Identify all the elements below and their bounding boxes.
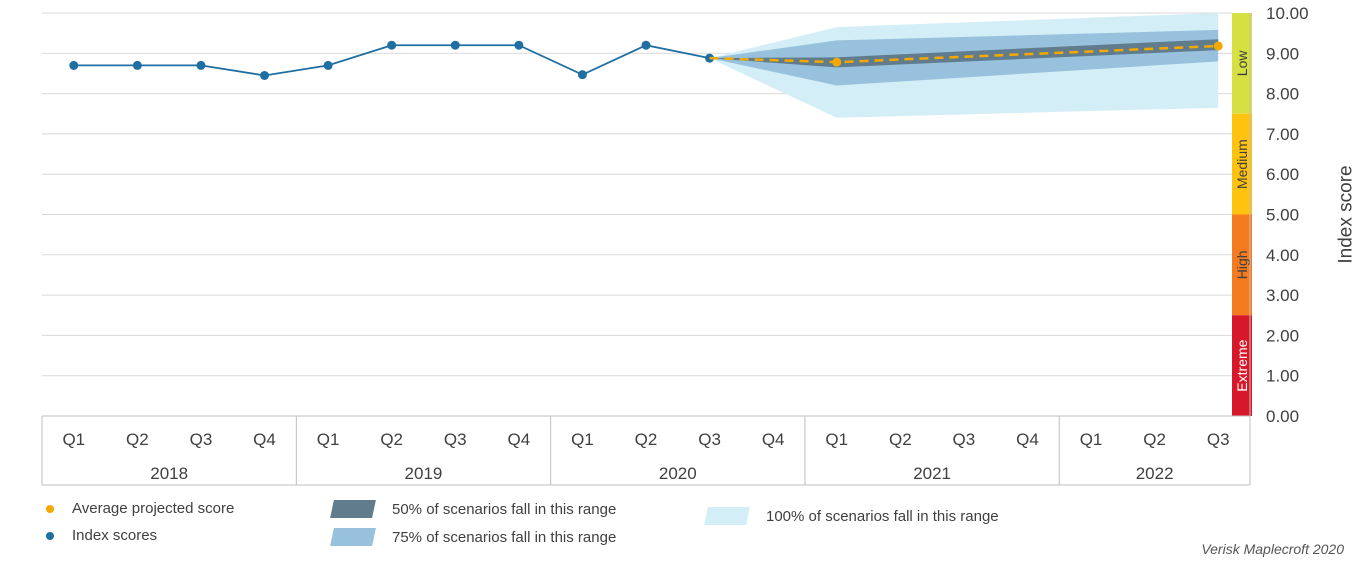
x-tick-quarter: Q2 — [380, 430, 403, 449]
y-axis-title: Index score — [1336, 165, 1357, 263]
legend-range-100-label: 100% of scenarios fall in this range — [766, 507, 999, 525]
x-tick-quarter: Q2 — [126, 430, 149, 449]
risk-band-high — [1232, 214, 1252, 316]
x-tick-year: 2020 — [659, 464, 697, 483]
index-score-point — [641, 40, 651, 50]
legend-swatch-75-icon — [330, 528, 376, 546]
projected-score-point — [832, 57, 842, 67]
legend-average-projected: Average projected score — [46, 500, 234, 517]
x-tick-year: 2021 — [913, 464, 951, 483]
source-credit: Verisk Maplecroft 2020 — [1201, 541, 1344, 557]
y-tick-label: 7.00 — [1266, 125, 1299, 144]
index-score-point — [450, 40, 460, 50]
x-tick-quarter: Q1 — [62, 430, 85, 449]
legend-orange-dot-icon — [46, 504, 54, 513]
index-score-point — [260, 70, 270, 80]
x-tick-quarter: Q4 — [762, 430, 785, 449]
y-tick-label: 0.00 — [1266, 407, 1299, 426]
risk-band-extreme — [1232, 315, 1252, 416]
x-tick-year: 2019 — [405, 464, 443, 483]
x-tick-year: 2018 — [150, 464, 188, 483]
index-score-point — [387, 40, 397, 50]
risk-band-label: Medium — [1234, 139, 1250, 189]
x-tick-quarter: Q2 — [635, 430, 658, 449]
index-score-point — [69, 60, 79, 70]
legend-swatch-100-icon — [704, 507, 750, 525]
x-tick-quarter: Q3 — [953, 430, 976, 449]
index-score-chart: 0.00 1.00 2.00 3.00 4.00 5.00 6.00 7.00 8.00 9.00… — [41, 4, 1357, 486]
risk-band-medium — [1232, 113, 1252, 215]
risk-band-low — [1232, 13, 1252, 114]
x-tick-quarter: Q2 — [1143, 430, 1166, 449]
legend-blue-dot-icon — [46, 531, 54, 540]
x-tick-quarter: Q3 — [444, 430, 467, 449]
x-tick-quarter: Q4 — [507, 430, 530, 449]
legend-average-label: Average projected score — [72, 500, 235, 517]
index-score-point — [323, 60, 333, 70]
x-tick-quarter: Q1 — [571, 430, 594, 449]
y-tick-label: 1.00 — [1266, 367, 1299, 386]
x-tick-quarter: Q3 — [190, 430, 213, 449]
y-tick-label: 4.00 — [1266, 246, 1299, 265]
x-tick-quarter: Q4 — [1016, 430, 1039, 449]
x-tick-quarter: Q3 — [1207, 430, 1230, 449]
x-tick-year: 2022 — [1136, 464, 1174, 483]
y-tick-label: 9.00 — [1266, 44, 1299, 63]
x-tick-quarter: Q4 — [253, 430, 276, 449]
legend-swatch-50-icon — [330, 500, 376, 518]
y-tick-label: 8.00 — [1266, 85, 1299, 104]
x-tick-quarter: Q2 — [889, 430, 912, 449]
index-score-point — [132, 60, 142, 70]
index-score-line — [73, 44, 710, 77]
legend-index-scores: Index scores — [46, 527, 157, 544]
x-tick-quarter: Q3 — [698, 430, 721, 449]
legend-range-100: 100% of scenarios fall in this range — [704, 507, 999, 525]
legend-index-label: Index scores — [72, 527, 158, 544]
y-tick-label: 10.00 — [1266, 4, 1309, 23]
legend-range-75: 75% of scenarios fall in this range — [330, 528, 617, 546]
y-tick-label: 2.00 — [1266, 326, 1299, 345]
index-score-point — [577, 70, 587, 80]
index-score-point — [514, 40, 524, 50]
index-score-point — [196, 60, 206, 70]
x-tick-quarter: Q1 — [1080, 430, 1103, 449]
y-tick-label: 6.00 — [1266, 165, 1299, 184]
legend-range-50-label: 50% of scenarios fall in this range — [392, 500, 617, 518]
x-tick-quarter: Q1 — [317, 430, 340, 449]
risk-band-label: Extreme — [1234, 339, 1250, 391]
y-tick-label: 3.00 — [1266, 286, 1299, 305]
x-tick-quarter: Q1 — [825, 430, 848, 449]
legend-range-50: 50% of scenarios fall in this range — [330, 500, 617, 518]
y-tick-label: 5.00 — [1266, 206, 1299, 225]
risk-band-label: Low — [1234, 50, 1250, 77]
legend-range-75-label: 75% of scenarios fall in this range — [392, 528, 617, 546]
risk-band-label: High — [1234, 250, 1250, 279]
projected-score-point — [1213, 41, 1223, 51]
